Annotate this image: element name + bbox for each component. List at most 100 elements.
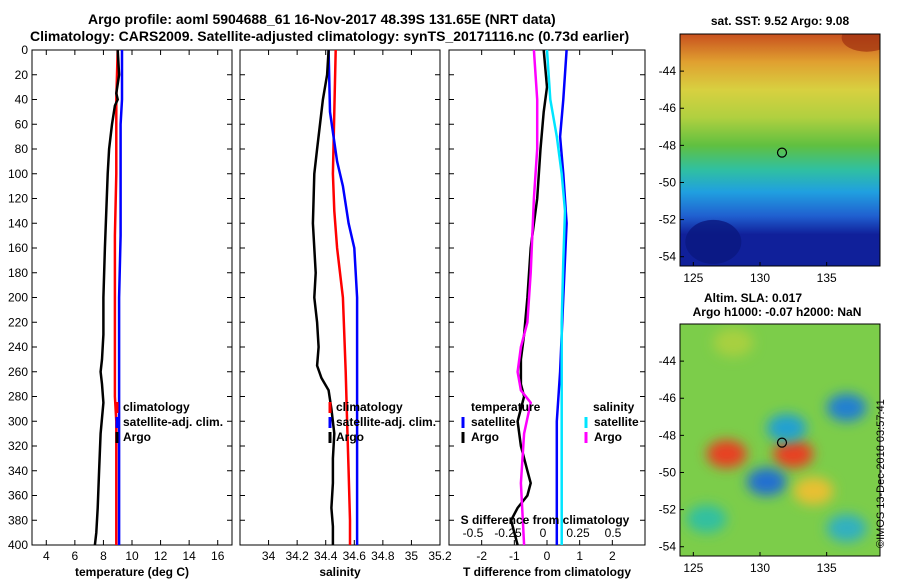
difference-legend-title: temperature	[471, 400, 541, 414]
sla-map-xtick-label: 135	[817, 561, 837, 575]
sla-map-xtick-label: 125	[683, 561, 703, 575]
difference-series-salinity-satellite	[545, 49, 567, 545]
salinity-xtick-label: 34.6	[343, 549, 367, 563]
sst-map-ytick-label: -52	[659, 213, 677, 227]
difference-secondary-tick-label: -0.25	[494, 526, 522, 540]
figure-title-line2: Climatology: CARS2009. Satellite-adjuste…	[30, 28, 630, 44]
temperature-series-climatology	[113, 49, 119, 545]
sst-map-ytick-label: -48	[659, 138, 677, 152]
temperature-legend-label: Argo	[123, 430, 151, 444]
difference-secondary-tick-label: 0.25	[566, 526, 590, 540]
sla-map-frame	[679, 323, 881, 557]
sst-map-ytick-label: -50	[659, 175, 677, 189]
salinity-series-argo	[311, 49, 336, 545]
sst-map-ytick-label: -46	[659, 101, 677, 115]
sst-map-field	[680, 34, 880, 266]
salinity-xtick-label: 35.2	[428, 549, 452, 563]
temperature-xtick-label: 4	[43, 549, 50, 563]
y-tick-label: 300	[8, 414, 28, 428]
y-tick-label: 280	[8, 390, 28, 404]
salinity-xtick-label: 35	[405, 549, 419, 563]
temperature-xtick-label: 14	[182, 549, 196, 563]
difference-xtick-label: -2	[476, 549, 487, 563]
y-tick-label: 40	[15, 93, 29, 107]
difference-legend-title: salinity	[593, 400, 635, 414]
salinity-series-climatology	[331, 49, 352, 545]
sla-map-ytick-label: -54	[659, 540, 677, 554]
salinity-series-satellite-adj-clim-	[327, 49, 359, 545]
y-tick-label: 0	[21, 43, 28, 57]
sla-map-ytick-label: -48	[659, 428, 677, 442]
y-tick-label: 140	[8, 216, 28, 230]
difference-xtick-label: 2	[609, 549, 616, 563]
sla-map-ytick-label: -46	[659, 391, 677, 405]
y-tick-label: 400	[8, 538, 28, 552]
y-tick-label: 340	[8, 464, 28, 478]
temperature-xtick-label: 10	[125, 549, 139, 563]
salinity-xtick-label: 34.8	[371, 549, 395, 563]
sla-map-ytick-label: -50	[659, 465, 677, 479]
difference-xlabel: T difference from climatology	[463, 565, 631, 579]
salinity-xtick-label: 34.4	[314, 549, 338, 563]
sst-map-ytick-label: -44	[659, 64, 677, 78]
sst-map-frame	[679, 33, 881, 267]
sst-map-ytick-label: -54	[659, 250, 677, 264]
salinity-legend-label: climatology	[336, 400, 403, 414]
temperature-series-satellite-adj-clim-	[117, 50, 124, 545]
difference-legend-label: Argo	[471, 430, 499, 444]
temperature-xtick-label: 16	[211, 549, 225, 563]
y-tick-label: 240	[8, 340, 28, 354]
difference-secondary-tick-label: 0.5	[605, 526, 622, 540]
sla-map-anomaly-blob	[713, 328, 754, 357]
y-tick-label: 60	[15, 117, 29, 131]
y-tick-label: 180	[8, 266, 28, 280]
sla-map-anomaly-blob	[773, 439, 814, 468]
sst-map-xtick-label: 130	[750, 271, 770, 285]
difference-legend-label: Argo	[594, 430, 622, 444]
sla-map-anomaly-blob	[686, 504, 727, 533]
difference-legend-label: satellite	[471, 415, 516, 429]
difference-xtick-label: 1	[576, 549, 583, 563]
difference-xtick-label: -1	[509, 549, 520, 563]
y-tick-label: 20	[15, 68, 29, 82]
salinity-xlabel: salinity	[319, 565, 361, 579]
sla-map-ytick-label: -52	[659, 503, 677, 517]
temperature-series-argo	[93, 49, 121, 546]
sla-map-xtick-label: 130	[750, 561, 770, 575]
salinity-xtick-label: 34	[262, 549, 276, 563]
sla-map-anomaly-blob	[766, 413, 807, 442]
figure-title-line1: Argo profile: aoml 5904688_61 16-Nov-201…	[88, 11, 556, 27]
y-tick-label: 360	[8, 489, 28, 503]
y-tick-label: 220	[8, 315, 28, 329]
sst-map-title: sat. SST: 9.52 Argo: 9.08	[711, 14, 850, 28]
y-tick-label: 80	[15, 142, 29, 156]
sst-map-xtick-label: 125	[683, 271, 703, 285]
difference-series-temperature-argo	[509, 49, 549, 546]
difference-xtick-label: 0	[544, 549, 551, 563]
sla-map-ytick-label: -44	[659, 354, 677, 368]
sla-map-anomaly-blob	[826, 393, 867, 422]
sst-map-warm-patch	[841, 34, 880, 52]
y-tick-label: 160	[8, 241, 28, 255]
difference-secondary-xlabel: S difference from climatology	[461, 513, 630, 527]
copyright-stamp: ©IMOS 13-Dec-2018 03:57:41	[875, 399, 887, 548]
y-tick-label: 120	[8, 192, 28, 206]
sla-map-field	[680, 324, 880, 556]
y-tick-label: 260	[8, 365, 28, 379]
difference-secondary-tick-label: -0.5	[463, 526, 484, 540]
sla-map-title: Altim. SLA: 0.017	[704, 291, 802, 305]
salinity-legend-label: satellite-adj. clim.	[336, 415, 436, 429]
temperature-frame	[31, 49, 233, 546]
temperature-legend-label: satellite-adj. clim.	[123, 415, 223, 429]
y-tick-label: 100	[8, 167, 28, 181]
sst-map-argo-marker	[776, 147, 788, 158]
sla-map-anomaly-blob	[826, 514, 867, 543]
temperature-xtick-label: 12	[154, 549, 168, 563]
difference-frame	[448, 49, 646, 546]
sla-map-subtitle: Argo h1000: -0.07 h2000: NaN	[693, 305, 862, 319]
y-tick-label: 380	[8, 513, 28, 527]
sla-map-anomaly-blob	[746, 467, 787, 496]
sst-map-xtick-label: 135	[817, 271, 837, 285]
y-tick-label: 200	[8, 291, 28, 305]
